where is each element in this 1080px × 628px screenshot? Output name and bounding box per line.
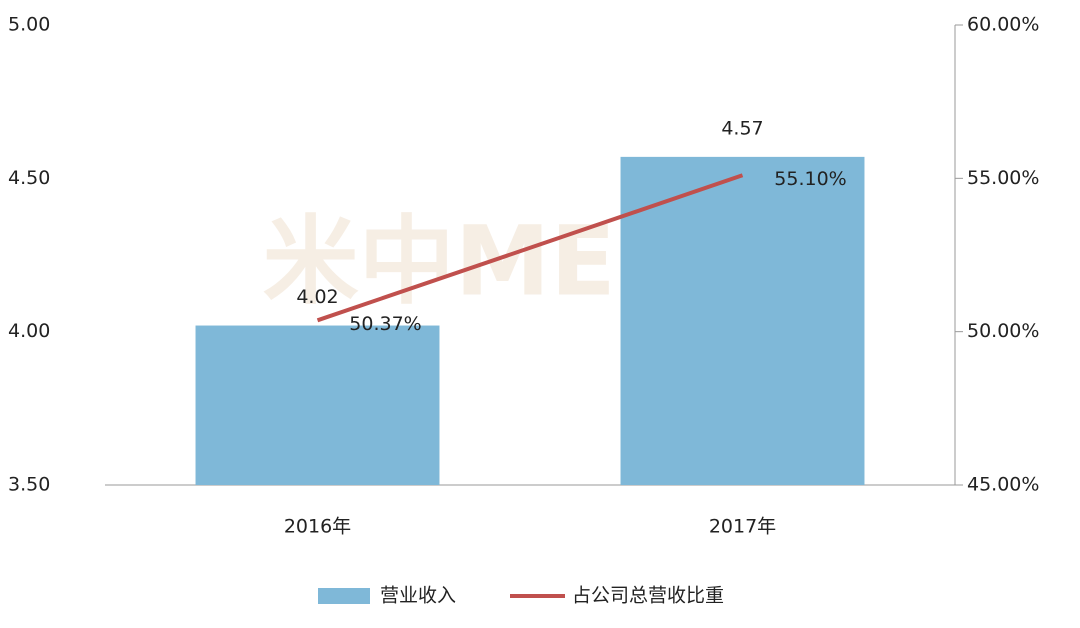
y2-tick-label: 60.00% [967,14,1039,36]
data-label: 55.10% [774,168,846,190]
y2-tick-label: 55.00% [967,167,1039,189]
legend-label: 营业收入 [380,585,456,607]
data-label: 4.02 [296,286,338,308]
y-tick-label: 4.50 [8,167,50,189]
bar [620,156,865,485]
y2-tick-label: 45.00% [967,474,1039,496]
y-tick-label: 4.00 [8,320,50,342]
x-tick-label: 2017年 [709,516,776,538]
y2-tick-label: 50.00% [967,320,1039,342]
data-label: 50.37% [349,313,421,335]
legend-swatch [318,588,370,604]
bar [195,325,440,485]
legend-label: 占公司总营收比重 [572,585,724,607]
data-label: 4.57 [721,117,763,139]
y-tick-label: 5.00 [8,14,50,36]
x-tick-label: 2016年 [284,516,351,538]
line [316,173,744,323]
y-tick-label: 3.50 [8,474,50,496]
